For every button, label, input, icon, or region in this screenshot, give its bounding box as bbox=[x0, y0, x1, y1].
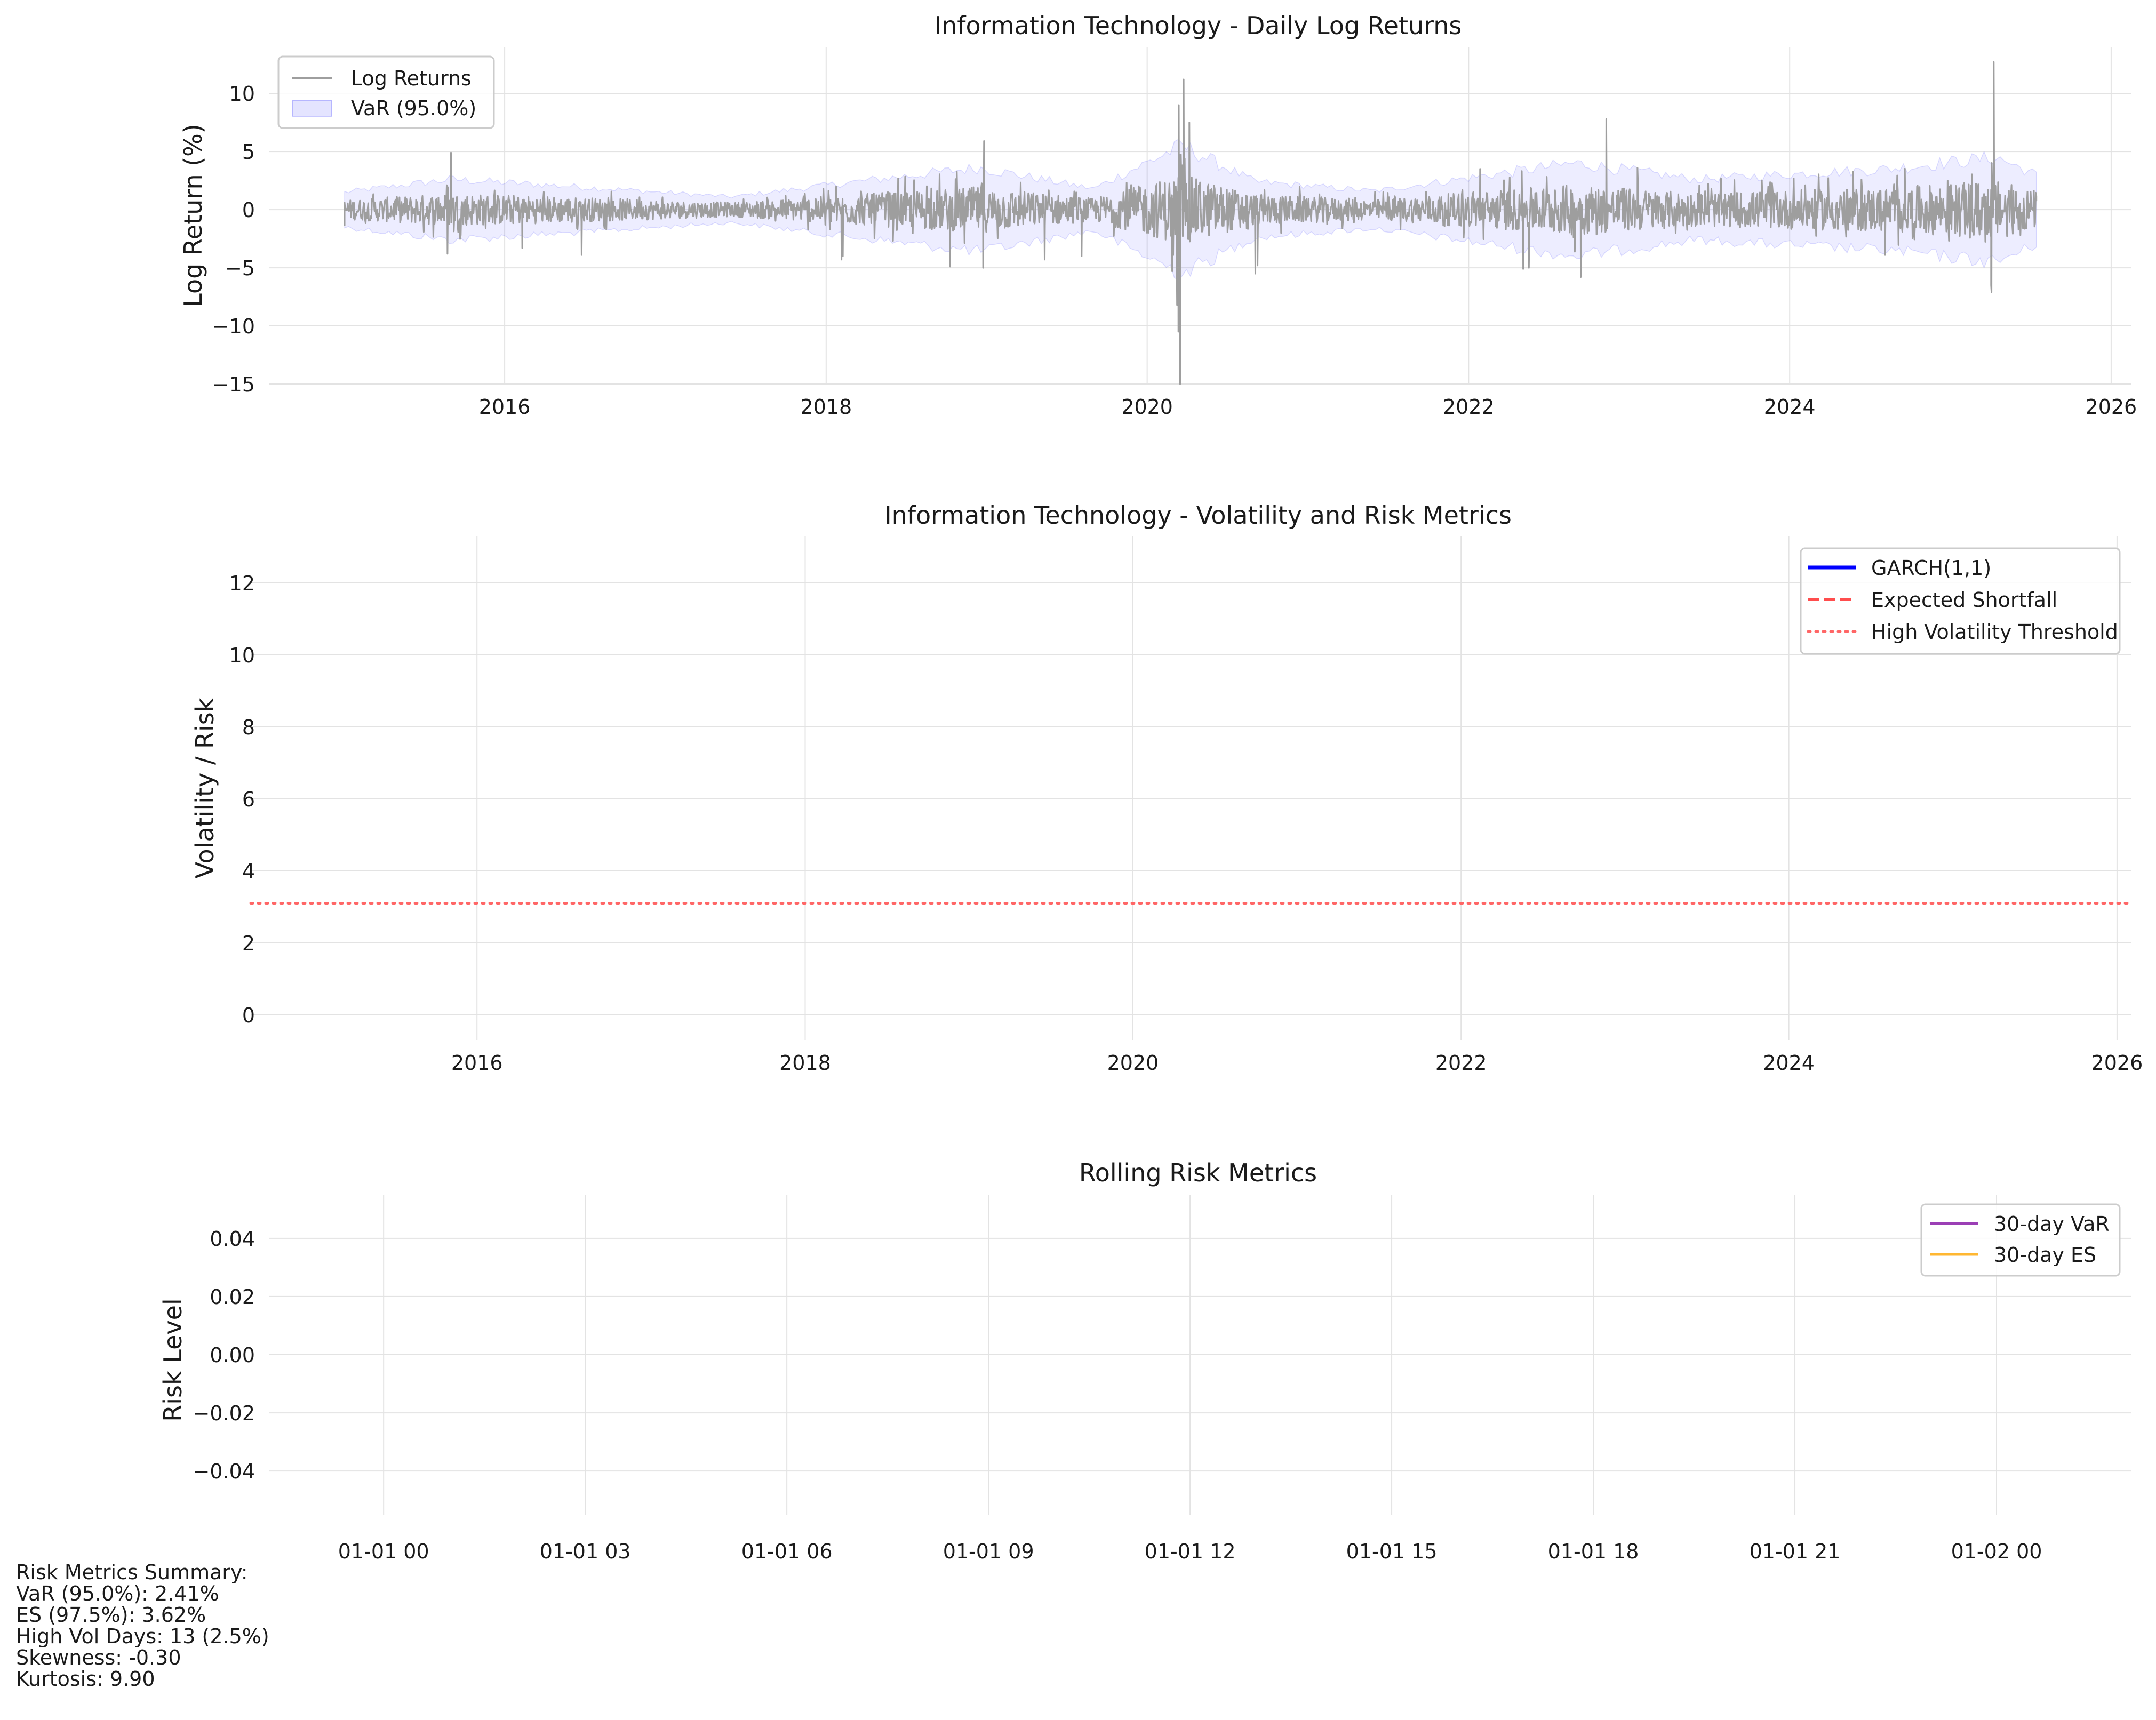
x-tick-label: 2024 bbox=[1764, 395, 1816, 419]
summary-high-vol-days: High Vol Days: 13 (2.5%) bbox=[16, 1625, 269, 1648]
risk-metrics-summary: Risk Metrics Summary: VaR (95.0%): 2.41%… bbox=[16, 1562, 269, 1690]
x-tick-label: 01-01 21 bbox=[1750, 1540, 1841, 1563]
rolling-legend: 30-day VaR 30-day ES bbox=[1920, 1203, 2121, 1277]
y-tick-label: 0.02 bbox=[210, 1285, 255, 1309]
log-returns-series bbox=[344, 61, 2038, 385]
legend-box bbox=[1800, 547, 2121, 655]
summary-skewness: Skewness: -0.30 bbox=[16, 1646, 181, 1669]
returns-legend: Log Returns VaR (95.0%) bbox=[277, 55, 495, 129]
y-tick-label: 10 bbox=[229, 82, 255, 106]
x-tick-label: 2022 bbox=[1443, 395, 1495, 419]
returns-y-ticks: 10 5 0 −5 −10 −15 bbox=[212, 82, 255, 396]
volatility-grid bbox=[251, 536, 2131, 1040]
legend-var: VaR (95.0%) bbox=[351, 97, 476, 120]
rolling-ylabel: Risk Level bbox=[158, 1298, 187, 1421]
summary-heading: Risk Metrics Summary: bbox=[16, 1561, 248, 1584]
x-tick-label: 2016 bbox=[479, 395, 531, 419]
x-tick-label: 01-01 00 bbox=[338, 1540, 429, 1563]
returns-title: Information Technology - Daily Log Retur… bbox=[935, 11, 1462, 40]
y-tick-label: 4 bbox=[242, 860, 255, 883]
summary-kurtosis: Kurtosis: 9.90 bbox=[16, 1667, 155, 1691]
rolling-x-ticks: 01-01 00 01-01 03 01-01 06 01-01 09 01-01 12… bbox=[338, 1540, 2042, 1563]
summary-var: VaR (95.0%): 2.41% bbox=[16, 1582, 219, 1605]
y-tick-label: 0 bbox=[242, 198, 255, 222]
rolling-y-ticks: 0.04 0.02 0.00 −0.02 −0.04 bbox=[193, 1227, 255, 1483]
y-tick-label: −0.02 bbox=[193, 1402, 255, 1425]
summary-es: ES (97.5%): 3.62% bbox=[16, 1603, 206, 1627]
legend-es: Expected Shortfall bbox=[1871, 588, 2057, 612]
x-tick-label: 2018 bbox=[779, 1051, 831, 1075]
legend-log-returns: Log Returns bbox=[351, 67, 472, 90]
x-tick-label: 01-01 03 bbox=[540, 1540, 631, 1563]
legend-var30: 30-day VaR bbox=[1994, 1212, 2110, 1236]
volatility-panel: Information Technology - Volatility and … bbox=[190, 501, 2143, 1075]
x-tick-label: 01-01 18 bbox=[1548, 1540, 1639, 1563]
y-tick-label: 0.00 bbox=[210, 1343, 255, 1367]
volatility-y-ticks: 12 10 8 6 4 2 0 bbox=[229, 572, 255, 1027]
y-tick-label: −10 bbox=[212, 315, 255, 338]
rolling-title: Rolling Risk Metrics bbox=[1079, 1158, 1317, 1187]
x-tick-label: 01-01 09 bbox=[943, 1540, 1034, 1563]
legend-box bbox=[277, 55, 495, 129]
x-tick-label: 2016 bbox=[451, 1051, 503, 1075]
x-tick-label: 2026 bbox=[2091, 1051, 2143, 1075]
x-tick-label: 2020 bbox=[1107, 1051, 1159, 1075]
y-tick-label: −15 bbox=[212, 373, 255, 396]
y-tick-label: −0.04 bbox=[193, 1460, 255, 1483]
x-tick-label: 01-02 00 bbox=[1951, 1540, 2042, 1563]
x-tick-label: 2022 bbox=[1435, 1051, 1487, 1075]
rolling-grid bbox=[269, 1195, 2131, 1515]
volatility-x-ticks: 2016 2018 2020 2022 2024 2026 bbox=[451, 1051, 2143, 1075]
legend-es30: 30-day ES bbox=[1994, 1243, 2096, 1267]
y-tick-label: 0 bbox=[242, 1004, 255, 1027]
y-tick-label: 5 bbox=[242, 140, 255, 164]
y-tick-label: 2 bbox=[242, 932, 255, 955]
x-tick-label: 01-01 15 bbox=[1346, 1540, 1438, 1563]
returns-panel: Information Technology - Daily Log Retur… bbox=[179, 11, 2137, 419]
legend-var-swatch bbox=[292, 100, 332, 117]
y-tick-label: −5 bbox=[225, 257, 255, 280]
y-tick-label: 6 bbox=[242, 788, 255, 811]
x-tick-label: 2020 bbox=[1121, 395, 1173, 419]
x-tick-label: 2024 bbox=[1763, 1051, 1815, 1075]
x-tick-label: 01-01 12 bbox=[1145, 1540, 1236, 1563]
volatility-title: Information Technology - Volatility and … bbox=[884, 501, 1512, 530]
y-tick-label: 0.04 bbox=[210, 1227, 255, 1251]
volatility-legend: GARCH(1,1) Expected Shortfall High Volat… bbox=[1800, 547, 2121, 655]
y-tick-label: 12 bbox=[229, 572, 255, 595]
legend-threshold: High Volatility Threshold bbox=[1871, 620, 2118, 644]
y-tick-label: 10 bbox=[229, 644, 255, 667]
legend-garch: GARCH(1,1) bbox=[1871, 556, 1991, 580]
returns-x-ticks: 2016 2018 2020 2022 2024 2026 bbox=[479, 395, 2137, 419]
returns-ylabel: Log Return (%) bbox=[179, 124, 207, 307]
rolling-panel: Rolling Risk Metrics Risk Level 0.04 0.02… bbox=[158, 1158, 2131, 1563]
returns-grid bbox=[269, 47, 2131, 385]
y-tick-label: 8 bbox=[242, 716, 255, 739]
volatility-ylabel: Volatility / Risk bbox=[190, 698, 219, 878]
x-tick-label: 2018 bbox=[800, 395, 852, 419]
x-tick-label: 01-01 06 bbox=[741, 1540, 833, 1563]
log-returns-line bbox=[344, 61, 2038, 385]
x-tick-label: 2026 bbox=[2086, 395, 2137, 419]
